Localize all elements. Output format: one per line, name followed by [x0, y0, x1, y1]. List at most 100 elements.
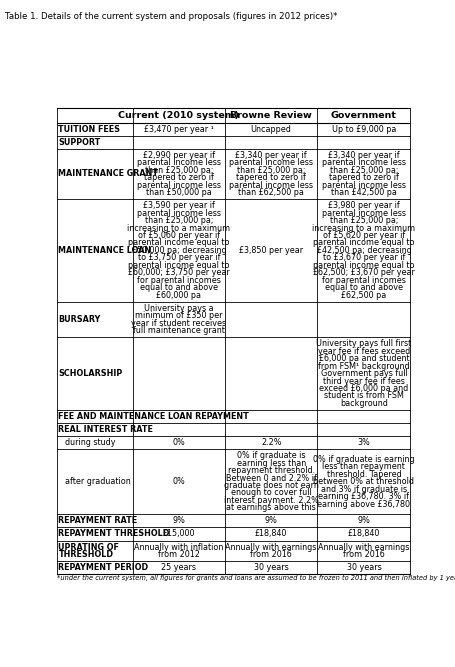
Text: 9%: 9%	[172, 516, 185, 526]
Text: SUPPORT: SUPPORT	[58, 138, 101, 147]
Text: £62,500 pa: £62,500 pa	[340, 291, 386, 299]
Text: REPAYMENT THRESHOLD: REPAYMENT THRESHOLD	[58, 530, 169, 538]
Text: from FSM¹ background: from FSM¹ background	[318, 362, 409, 371]
Text: MAINTENANCE GRANT: MAINTENANCE GRANT	[58, 169, 158, 179]
Text: £60,000 pa: £60,000 pa	[156, 291, 201, 299]
Text: 30 years: 30 years	[253, 563, 288, 572]
Text: tapered to zero if: tapered to zero if	[144, 173, 213, 182]
Text: after graduation: after graduation	[65, 478, 130, 486]
Text: of £5,060 per year if: of £5,060 per year if	[137, 231, 219, 240]
Text: £2,990 per year if: £2,990 per year if	[142, 151, 214, 160]
Text: parental income less: parental income less	[321, 181, 405, 189]
Text: Between 0 and 2.2% if: Between 0 and 2.2% if	[225, 474, 316, 482]
Text: 0% if graduate is earning: 0% if graduate is earning	[313, 455, 414, 464]
Text: Browne Review: Browne Review	[230, 111, 311, 120]
Text: than £25,000 pa;: than £25,000 pa;	[329, 216, 397, 225]
Text: 9%: 9%	[264, 516, 277, 526]
Text: for parental incomes: for parental incomes	[321, 275, 405, 285]
Text: than £50,000 pa: than £50,000 pa	[146, 188, 211, 197]
Text: minimum of £350 per: minimum of £350 per	[135, 311, 222, 320]
Text: from 2012: from 2012	[157, 550, 199, 559]
Text: enough to cover full: enough to cover full	[230, 488, 311, 498]
Text: repayment threshold.: repayment threshold.	[227, 466, 314, 475]
Text: REPAYMENT RATE: REPAYMENT RATE	[58, 516, 137, 526]
Text: student is from FSM: student is from FSM	[324, 392, 403, 400]
Text: earning £36,780. 3% if: earning £36,780. 3% if	[318, 492, 409, 501]
Text: Annually with earnings: Annually with earnings	[225, 542, 316, 552]
Text: Current (2010 system): Current (2010 system)	[118, 111, 239, 120]
Text: increasing to a maximum: increasing to a maximum	[312, 223, 415, 233]
Text: than £62,500 pa: than £62,500 pa	[238, 188, 303, 197]
Text: 2.2%: 2.2%	[260, 438, 281, 447]
Text: year if student receives: year if student receives	[131, 319, 226, 327]
Text: tapered to zero if: tapered to zero if	[236, 173, 305, 182]
Text: increasing to a maximum: increasing to a maximum	[127, 223, 230, 233]
Text: £3,470 per year ¹: £3,470 per year ¹	[144, 125, 213, 133]
Text: REAL INTEREST RATE: REAL INTEREST RATE	[58, 425, 153, 434]
Text: 9%: 9%	[357, 516, 369, 526]
Text: BURSARY: BURSARY	[58, 315, 101, 324]
Text: than £25,000 pa;: than £25,000 pa;	[144, 165, 212, 175]
Text: to £3,750 per year if: to £3,750 per year if	[137, 253, 220, 262]
Text: MAINTENANCE LOAN: MAINTENANCE LOAN	[58, 246, 151, 255]
Text: interest payment. 2.2%: interest payment. 2.2%	[223, 496, 318, 505]
Text: from 2016: from 2016	[342, 550, 384, 559]
Text: £3,980 per year if: £3,980 per year if	[327, 201, 399, 210]
Text: parental income less: parental income less	[229, 158, 313, 167]
Text: £15,000: £15,000	[162, 530, 195, 538]
Text: during study: during study	[65, 438, 115, 447]
Text: University pays a: University pays a	[144, 303, 213, 313]
Text: £3,850 per year: £3,850 per year	[238, 246, 303, 255]
Text: parental income equal to: parental income equal to	[128, 261, 229, 270]
Text: TUITION FEES: TUITION FEES	[58, 125, 120, 133]
Text: parental income less: parental income less	[321, 209, 405, 217]
Text: Uncapped: Uncapped	[250, 125, 291, 133]
Text: £42,500 pa; decreasing: £42,500 pa; decreasing	[316, 246, 410, 255]
Text: parental income less: parental income less	[229, 181, 313, 189]
Text: of £5,620 per year if: of £5,620 per year if	[322, 231, 404, 240]
Text: than £25,000 pa;: than £25,000 pa;	[237, 165, 305, 175]
Text: background: background	[339, 399, 387, 408]
Text: £62,500; £3,670 per year: £62,500; £3,670 per year	[312, 268, 414, 277]
Text: £60,000; £3,750 per year: £60,000; £3,750 per year	[128, 268, 229, 277]
Text: 30 years: 30 years	[346, 563, 380, 572]
Text: parental income equal to: parental income equal to	[313, 261, 414, 270]
Text: £6,000 pa and student: £6,000 pa and student	[318, 354, 408, 363]
Text: at earnings above this: at earnings above this	[226, 504, 315, 512]
Text: than £42,500 pa: than £42,500 pa	[330, 188, 396, 197]
Text: THRESHOLD: THRESHOLD	[58, 550, 113, 559]
Text: £3,590 per year if: £3,590 per year if	[143, 201, 214, 210]
Text: Annually with earnings: Annually with earnings	[318, 542, 409, 552]
Text: £3,340 per year if: £3,340 per year if	[235, 151, 306, 160]
Text: exceed £6,000 pa and: exceed £6,000 pa and	[318, 384, 408, 393]
Text: tapered to zero if: tapered to zero if	[328, 173, 398, 182]
Text: Annually with inflation: Annually with inflation	[134, 542, 223, 552]
Text: between 0% at threshold: between 0% at threshold	[313, 478, 414, 486]
Text: from 2016: from 2016	[250, 550, 291, 559]
Text: Government: Government	[330, 111, 396, 120]
Text: parental income less: parental income less	[321, 158, 405, 167]
Text: *under the current system, all figures for grants and loans are assumed to be fr: *under the current system, all figures f…	[57, 575, 455, 581]
Text: full maintenance grant: full maintenance grant	[133, 326, 224, 335]
Text: and 3% if graduate is: and 3% if graduate is	[320, 485, 406, 494]
Text: Table 1. Details of the current system and proposals (figures in 2012 prices)*: Table 1. Details of the current system a…	[5, 12, 337, 21]
Text: Government pays full: Government pays full	[320, 369, 406, 378]
Text: FEE AND MAINTENANCE LOAN REPAYMENT: FEE AND MAINTENANCE LOAN REPAYMENT	[58, 412, 248, 421]
Text: 25 years: 25 years	[161, 563, 196, 572]
Text: parental income equal to: parental income equal to	[128, 239, 229, 247]
Text: parental income less: parental income less	[136, 158, 220, 167]
Text: than £25,000 pa;: than £25,000 pa;	[144, 216, 212, 225]
Text: SCHOLARSHIP: SCHOLARSHIP	[58, 369, 122, 378]
Text: parental income equal to: parental income equal to	[313, 239, 414, 247]
Text: equal to and above: equal to and above	[324, 283, 402, 292]
Text: graduate does not earn: graduate does not earn	[223, 481, 318, 490]
Text: for parental incomes: for parental incomes	[136, 275, 220, 285]
Text: less than repayment: less than repayment	[322, 462, 404, 472]
Text: REPAYMENT PERIOD: REPAYMENT PERIOD	[58, 563, 148, 572]
Text: third year fee if fees: third year fee if fees	[322, 376, 404, 386]
Text: 0%: 0%	[172, 478, 185, 486]
Text: 0%: 0%	[172, 438, 185, 447]
Text: £50,000 pa; decreasing: £50,000 pa; decreasing	[131, 246, 226, 255]
Text: equal to and above: equal to and above	[140, 283, 217, 292]
Text: £3,340 per year if: £3,340 per year if	[328, 151, 399, 160]
